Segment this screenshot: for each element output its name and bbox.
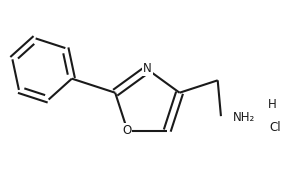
Text: N: N: [143, 62, 152, 75]
Text: H: H: [268, 98, 277, 111]
Text: O: O: [122, 124, 132, 137]
Text: NH₂: NH₂: [233, 111, 255, 124]
Text: Cl: Cl: [269, 121, 281, 134]
